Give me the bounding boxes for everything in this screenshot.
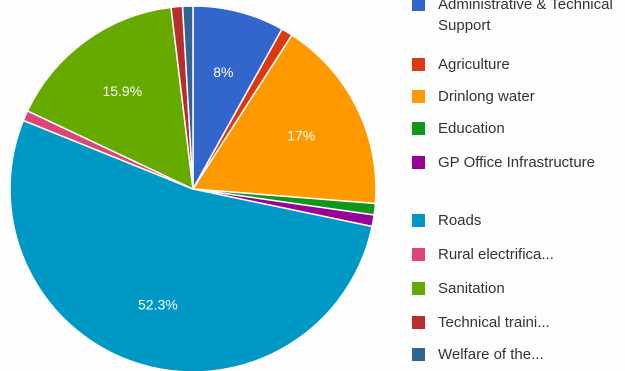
legend-item-7: Sanitation (412, 278, 618, 299)
pie-chart: 8% 17% 52.3% 15.9% (9, 5, 377, 371)
legend-label: Technical traini... (438, 314, 550, 331)
legend-item-4: GP Office Infrastructure (412, 152, 618, 173)
legend-label: GP Office Infrastructure (438, 154, 596, 171)
pie-slice-labels: 8% 17% 52.3% 15.9% (102, 64, 315, 312)
legend-label: Rural electrifica... (438, 246, 554, 263)
legend-label: Education (438, 120, 505, 137)
legend-label: Administrative & Technical Support (438, 0, 613, 34)
pie-slice-5 (9, 119, 374, 371)
legend-item-3: Education (412, 118, 618, 139)
pie-slices (9, 5, 377, 371)
pie-slice-label-2: 17% (287, 127, 315, 143)
pie-slice-9 (181, 5, 194, 190)
pie-slice-label-0: 8% (213, 64, 233, 80)
legend-swatch (412, 316, 425, 329)
pie-slice-label-7: 15.9% (102, 83, 142, 99)
legend: Administrative & Technical Support Agricu… (406, 0, 621, 371)
legend-swatch (412, 348, 425, 361)
legend-label: Welfare of the... (438, 346, 544, 363)
pie-slice-label-5: 52.3% (138, 297, 178, 313)
legend-swatch (412, 282, 425, 295)
legend-swatch (412, 156, 425, 169)
legend-swatch (412, 0, 425, 11)
legend-item-1: Agriculture (412, 54, 618, 75)
legend-swatch (412, 90, 425, 103)
legend-label: Sanitation (438, 280, 505, 297)
legend-item-8: Technical traini... (412, 312, 618, 333)
legend-item-5: Roads (412, 210, 618, 231)
pie-slice-0 (192, 5, 283, 192)
legend-swatch (412, 122, 425, 135)
legend-swatch (412, 214, 425, 227)
legend-label: Drinlong water (438, 88, 535, 105)
pie-slice-7 (26, 6, 194, 191)
legend-item-2: Drinlong water (412, 86, 618, 107)
legend-item-9: Welfare of the... (412, 344, 618, 365)
legend-item-6: Rural electrifica... (412, 244, 618, 265)
pie-slice-2 (191, 34, 377, 205)
legend-swatch (412, 58, 425, 71)
legend-swatch (412, 248, 425, 261)
legend-label: Agriculture (438, 56, 510, 73)
legend-label: Roads (438, 212, 482, 229)
legend-item-0: Administrative & Technical Support (412, 0, 618, 36)
